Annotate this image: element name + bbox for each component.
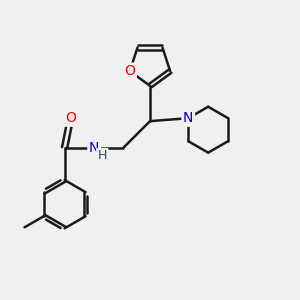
- Text: N: N: [183, 111, 194, 125]
- Text: O: O: [65, 111, 76, 125]
- Text: O: O: [124, 64, 135, 78]
- Text: N: N: [89, 141, 99, 154]
- Text: H: H: [98, 149, 107, 162]
